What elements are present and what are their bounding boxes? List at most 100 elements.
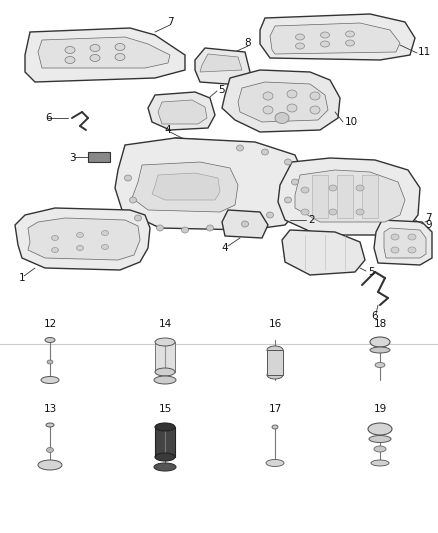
Polygon shape — [238, 82, 328, 122]
Ellipse shape — [155, 423, 175, 431]
Polygon shape — [374, 220, 432, 265]
Ellipse shape — [102, 245, 109, 249]
Ellipse shape — [374, 446, 386, 452]
Ellipse shape — [154, 376, 176, 384]
Ellipse shape — [206, 225, 213, 231]
Ellipse shape — [263, 92, 273, 100]
Text: 11: 11 — [418, 47, 431, 57]
Ellipse shape — [115, 53, 125, 61]
Polygon shape — [195, 48, 250, 85]
Polygon shape — [152, 173, 220, 200]
Ellipse shape — [296, 34, 304, 40]
Ellipse shape — [267, 371, 283, 379]
Ellipse shape — [310, 106, 320, 114]
Polygon shape — [88, 152, 110, 162]
Ellipse shape — [287, 104, 297, 112]
Text: 4: 4 — [165, 125, 171, 135]
Ellipse shape — [261, 149, 268, 155]
Text: 9: 9 — [425, 220, 431, 230]
Polygon shape — [200, 54, 242, 72]
Ellipse shape — [52, 236, 59, 240]
Text: 13: 13 — [43, 404, 57, 414]
Polygon shape — [267, 350, 283, 375]
Text: 6: 6 — [372, 311, 378, 321]
Ellipse shape — [181, 227, 188, 233]
Polygon shape — [222, 210, 268, 238]
Ellipse shape — [346, 40, 354, 46]
Polygon shape — [155, 427, 175, 457]
Ellipse shape — [321, 41, 329, 47]
Text: 15: 15 — [159, 404, 172, 414]
Ellipse shape — [77, 232, 84, 238]
Ellipse shape — [77, 246, 84, 251]
Ellipse shape — [155, 338, 175, 346]
Ellipse shape — [45, 337, 55, 343]
Ellipse shape — [65, 56, 75, 63]
Ellipse shape — [155, 368, 175, 376]
Ellipse shape — [301, 209, 309, 215]
Text: 10: 10 — [345, 117, 358, 127]
Text: 3: 3 — [69, 153, 75, 163]
Ellipse shape — [102, 230, 109, 236]
Text: 16: 16 — [268, 319, 282, 329]
Ellipse shape — [370, 337, 390, 347]
Ellipse shape — [321, 32, 329, 38]
Ellipse shape — [267, 346, 283, 354]
Ellipse shape — [237, 145, 244, 151]
Ellipse shape — [296, 43, 304, 49]
Polygon shape — [362, 175, 378, 218]
Text: 4: 4 — [222, 243, 228, 253]
Ellipse shape — [275, 112, 289, 124]
Ellipse shape — [285, 197, 292, 203]
Polygon shape — [278, 158, 420, 235]
Polygon shape — [165, 138, 215, 162]
Text: 5: 5 — [218, 85, 225, 95]
Ellipse shape — [52, 247, 59, 253]
Text: 7: 7 — [167, 17, 173, 27]
Text: 5: 5 — [368, 267, 374, 277]
Ellipse shape — [287, 90, 297, 98]
Polygon shape — [295, 170, 405, 222]
Polygon shape — [148, 92, 215, 130]
Ellipse shape — [370, 347, 390, 353]
Text: 19: 19 — [373, 404, 387, 414]
Ellipse shape — [356, 209, 364, 215]
Text: 12: 12 — [43, 319, 57, 329]
Ellipse shape — [46, 448, 53, 453]
Ellipse shape — [266, 212, 273, 218]
Ellipse shape — [369, 435, 391, 442]
Ellipse shape — [156, 225, 163, 231]
Ellipse shape — [46, 423, 54, 427]
Ellipse shape — [346, 31, 354, 37]
Ellipse shape — [408, 234, 416, 240]
Text: 17: 17 — [268, 404, 282, 414]
Text: 7: 7 — [425, 213, 432, 223]
Polygon shape — [270, 23, 400, 54]
Ellipse shape — [155, 453, 175, 461]
Ellipse shape — [310, 92, 320, 100]
Polygon shape — [260, 14, 415, 60]
Text: 2: 2 — [308, 215, 314, 225]
Polygon shape — [312, 175, 328, 218]
Polygon shape — [132, 162, 238, 212]
Polygon shape — [282, 230, 365, 275]
Ellipse shape — [41, 376, 59, 384]
Ellipse shape — [90, 54, 100, 61]
Ellipse shape — [47, 360, 53, 364]
Ellipse shape — [115, 44, 125, 51]
Polygon shape — [28, 218, 140, 260]
Polygon shape — [155, 342, 175, 372]
Ellipse shape — [408, 247, 416, 253]
Ellipse shape — [356, 185, 364, 191]
Ellipse shape — [241, 221, 248, 227]
Ellipse shape — [124, 175, 131, 181]
Polygon shape — [15, 208, 150, 270]
Ellipse shape — [90, 44, 100, 52]
Ellipse shape — [154, 463, 176, 471]
Polygon shape — [337, 175, 353, 218]
Ellipse shape — [301, 187, 309, 193]
Polygon shape — [115, 138, 305, 230]
Ellipse shape — [65, 46, 75, 53]
Ellipse shape — [329, 209, 337, 215]
Ellipse shape — [263, 106, 273, 114]
